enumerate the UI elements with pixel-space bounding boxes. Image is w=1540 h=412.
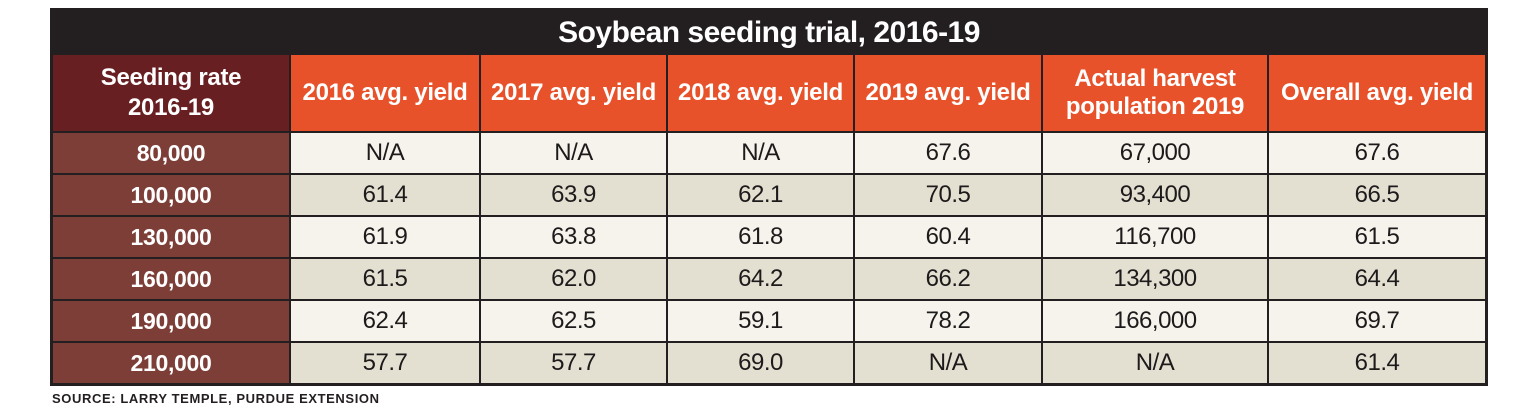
data-cell: 67,000	[1043, 133, 1267, 173]
data-cell: 67.6	[855, 133, 1041, 173]
data-cell: 66.5	[1269, 175, 1485, 215]
data-cell: 66.2	[855, 259, 1041, 299]
data-cell: 67.6	[1269, 133, 1485, 173]
row-header-cell: 210,000	[53, 343, 289, 383]
column-header-cell: 2019 avg. yield	[855, 55, 1041, 131]
data-cell: 62.0	[481, 259, 666, 299]
soybean-seeding-trial-table: Soybean seeding trial, 2016-19 Seeding r…	[50, 8, 1488, 386]
data-cell: 78.2	[855, 301, 1041, 341]
row-header-cell: 190,000	[53, 301, 289, 341]
data-cell: N/A	[855, 343, 1041, 383]
row-header-cell: 160,000	[53, 259, 289, 299]
row-header-cell: 130,000	[53, 217, 289, 257]
corner-header-cell: Seeding rate 2016-19	[53, 55, 289, 131]
data-cell: 61.8	[668, 217, 853, 257]
data-cell: N/A	[291, 133, 479, 173]
data-cell: 59.1	[668, 301, 853, 341]
data-cell: 61.9	[291, 217, 479, 257]
data-cell: 62.1	[668, 175, 853, 215]
data-cell: 57.7	[481, 343, 666, 383]
row-header-cell: 80,000	[53, 133, 289, 173]
data-cell: 93,400	[1043, 175, 1267, 215]
column-header-cell: 2018 avg. yield	[668, 55, 853, 131]
data-cell: 134,300	[1043, 259, 1267, 299]
table-grid: Seeding rate 2016-19 2016 avg. yield 2017 …	[53, 55, 1485, 383]
column-header-cell: Overall avg. yield	[1269, 55, 1485, 131]
data-cell: N/A	[1043, 343, 1267, 383]
source-note: SOURCE: LARRY TEMPLE, PURDUE EXTENSION	[52, 391, 380, 406]
column-header-cell: Actual harvest population 2019	[1043, 55, 1267, 131]
data-cell: 69.7	[1269, 301, 1485, 341]
data-cell: 57.7	[291, 343, 479, 383]
data-cell: 63.9	[481, 175, 666, 215]
data-cell: 62.4	[291, 301, 479, 341]
data-cell: 62.5	[481, 301, 666, 341]
data-cell: 64.4	[1269, 259, 1485, 299]
data-cell: 116,700	[1043, 217, 1267, 257]
column-header-cell: 2017 avg. yield	[481, 55, 666, 131]
column-header-cell: 2016 avg. yield	[291, 55, 479, 131]
table-title: Soybean seeding trial, 2016-19	[53, 11, 1485, 55]
data-cell: 61.5	[291, 259, 479, 299]
data-cell: 61.5	[1269, 217, 1485, 257]
data-cell: N/A	[668, 133, 853, 173]
data-cell: 60.4	[855, 217, 1041, 257]
data-cell: 61.4	[1269, 343, 1485, 383]
data-cell: N/A	[481, 133, 666, 173]
data-cell: 63.8	[481, 217, 666, 257]
data-cell: 64.2	[668, 259, 853, 299]
data-cell: 61.4	[291, 175, 479, 215]
data-cell: 69.0	[668, 343, 853, 383]
data-cell: 70.5	[855, 175, 1041, 215]
data-cell: 166,000	[1043, 301, 1267, 341]
row-header-cell: 100,000	[53, 175, 289, 215]
